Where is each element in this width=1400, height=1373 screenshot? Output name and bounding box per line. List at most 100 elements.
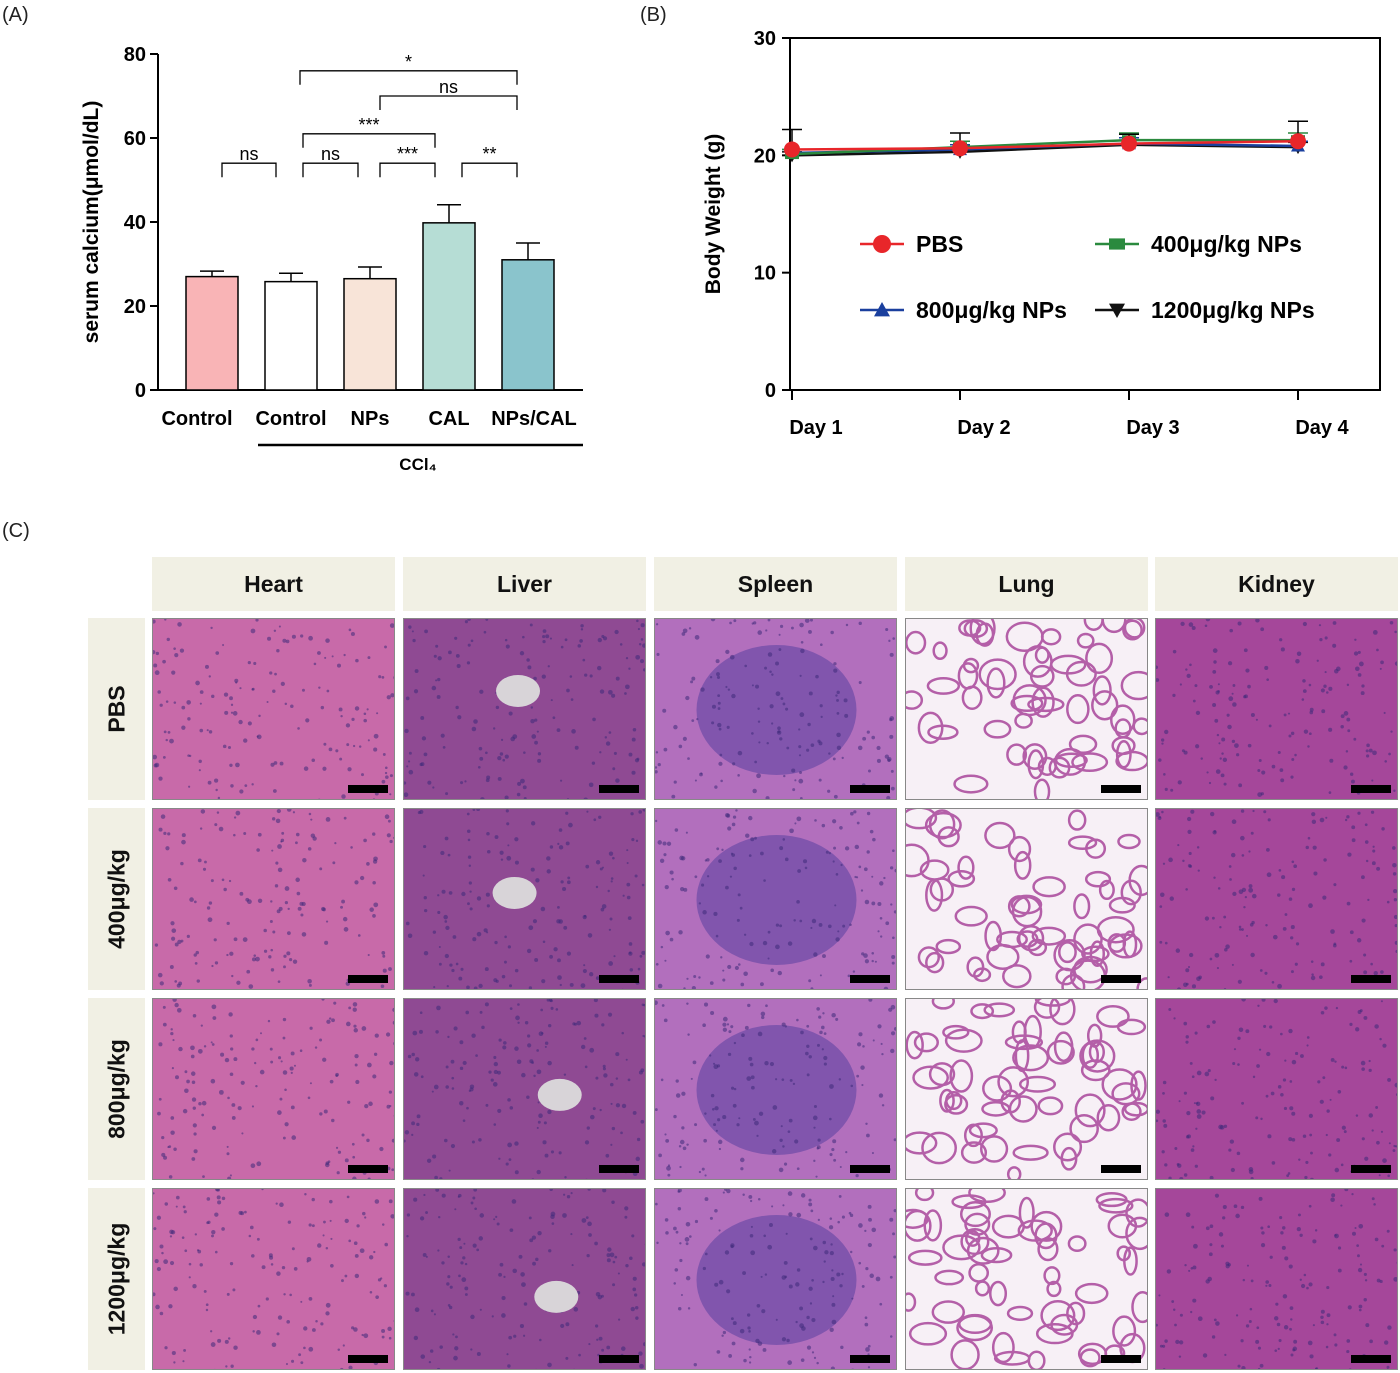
row-header: 400μg/kg: [88, 808, 145, 990]
y-tick-label: 0: [765, 380, 776, 402]
significance-bracket: [302, 162, 359, 178]
scale-bar: [599, 1165, 639, 1173]
series-line: [791, 140, 1299, 151]
tissue-texture: [906, 1189, 1147, 1369]
legend-label: PBS: [916, 231, 963, 257]
row-header: 800μg/kg: [88, 998, 145, 1180]
histology-image: [1155, 618, 1398, 800]
tissue-texture: [405, 1189, 645, 1369]
histology-image: [654, 998, 897, 1180]
scale-bar: [1351, 1165, 1391, 1173]
x-tick-label: CAL: [428, 408, 469, 430]
tissue-texture: [1156, 999, 1397, 1179]
scale-bar: [850, 1355, 890, 1363]
legend-label: 1200μg/kg NPs: [1151, 297, 1315, 323]
data-point: [784, 141, 800, 158]
tissue-texture: [906, 619, 1147, 799]
y-tick-label: 30: [754, 28, 776, 50]
significance-bracket: [221, 162, 277, 178]
x-tick-label: Day 1: [789, 417, 842, 439]
bar: [422, 222, 476, 391]
scale-bar: [850, 975, 890, 983]
histology-image: [905, 618, 1148, 800]
panel-c-label: (C): [2, 520, 30, 542]
series-line: [791, 138, 1298, 156]
row-header-label: 800μg/kg: [103, 1039, 129, 1139]
histology-image: [905, 998, 1148, 1180]
histology-image: [152, 998, 395, 1180]
x-tick-label: Control: [161, 408, 232, 430]
tissue-texture: [655, 1189, 896, 1369]
y-tick-label: 80: [124, 44, 146, 66]
x-tick-label: Control: [255, 408, 326, 430]
column-header: Liver: [403, 557, 646, 611]
significance-bracket: [379, 162, 436, 178]
column-header: Spleen: [654, 557, 897, 611]
histology-image: [1155, 1188, 1398, 1370]
histology-image: [654, 618, 897, 800]
scale-bar: [850, 785, 890, 793]
legend-label: 400μg/kg NPs: [1151, 231, 1302, 257]
scale-bar: [1101, 1165, 1141, 1173]
panel-a-label: (A): [2, 4, 29, 26]
plot-frame: [789, 37, 1381, 391]
bar: [343, 277, 397, 391]
histology-image: [1155, 998, 1398, 1180]
serum-calcium-bar-chart: 0 20 40 60 80 serum calcium(μmol/dL) Control Co…: [80, 44, 583, 474]
scale-bar: [348, 1165, 388, 1173]
scale-bar: [1101, 785, 1141, 793]
histology-image: [152, 1188, 395, 1370]
histology-image: [403, 1188, 646, 1370]
y-tick-label: 0: [135, 380, 146, 402]
bar: [501, 259, 555, 391]
tissue-texture: [1156, 1189, 1397, 1369]
tissue-texture: [153, 619, 394, 799]
significance-label: *: [405, 52, 412, 72]
tissue-texture: [404, 999, 645, 1179]
ccl4-group-label: CCl₄: [399, 455, 436, 474]
scale-bar: [599, 975, 639, 983]
legend-label: 800μg/kg NPs: [916, 297, 1067, 323]
tissue-texture: [906, 809, 1147, 989]
tissue-texture: [157, 999, 394, 1179]
tissue-texture: [154, 809, 394, 989]
bar: [185, 275, 239, 391]
histology-image: [403, 998, 646, 1180]
significance-label: ns: [439, 77, 458, 97]
significance-bracket: [379, 95, 518, 110]
scale-bar: [1101, 975, 1141, 983]
y-axis-label: serum calcium(μmol/dL): [80, 101, 103, 344]
row-header-label: 400μg/kg: [103, 849, 129, 949]
data-point: [874, 302, 890, 317]
tissue-texture: [655, 809, 896, 989]
row-header: PBS: [88, 618, 145, 800]
scale-bar: [348, 1355, 388, 1363]
data-point: [952, 140, 968, 157]
y-tick-label: 60: [124, 128, 146, 150]
y-tick-label: 40: [124, 212, 146, 234]
x-tick-label: Day 2: [957, 417, 1010, 439]
tissue-texture: [906, 999, 1147, 1179]
histology-image: [403, 618, 646, 800]
x-tick-label: Day 4: [1295, 417, 1349, 439]
significance-label: **: [482, 144, 496, 164]
tissue-texture: [405, 809, 645, 989]
body-weight-line-chart: 0 10 20 30 Body Weight (g) Day 1 Day 2 Day 3 Day…: [702, 28, 1381, 439]
y-tick-label: 10: [754, 263, 776, 285]
data-point: [1109, 238, 1125, 250]
significance-label: ns: [321, 144, 340, 164]
histology-image: [905, 808, 1148, 990]
scale-bar: [348, 975, 388, 983]
significance-bracket: [302, 133, 436, 148]
histology-image: [403, 808, 646, 990]
column-header: Heart: [152, 557, 395, 611]
histology-image: [1155, 808, 1398, 990]
tissue-texture: [404, 619, 645, 799]
data-point: [1290, 133, 1306, 150]
histology-image: [654, 808, 897, 990]
bar: [264, 280, 318, 391]
scale-bar: [1351, 785, 1391, 793]
column-header: Lung: [905, 557, 1148, 611]
y-tick-label: 20: [124, 296, 146, 318]
y-tick-label: 20: [754, 145, 776, 167]
